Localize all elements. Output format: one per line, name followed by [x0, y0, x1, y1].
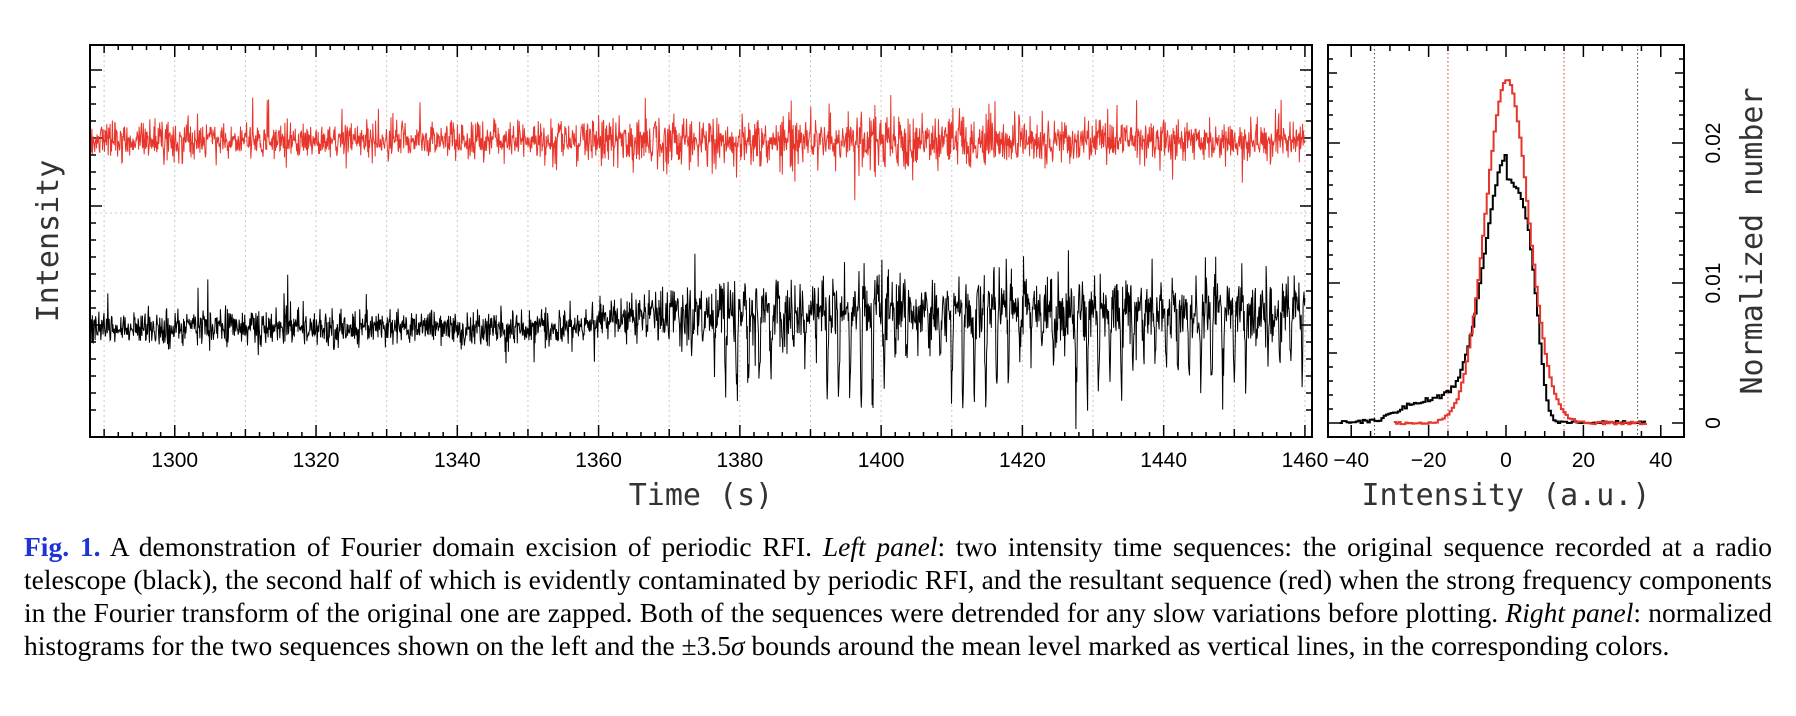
y-tick-label: 0.02: [1702, 123, 1725, 164]
right-y-tick-labels: 0 0.01 0.02: [1702, 123, 1725, 429]
x-tick-label: −40: [1333, 449, 1369, 472]
sigma-symbol: σ: [731, 630, 745, 661]
x-tick-label: 1380: [716, 449, 763, 472]
caption-text-4: bounds around the mean level marked as v…: [744, 630, 1670, 661]
left-y-axis-label: Intensity: [31, 160, 66, 323]
figure-caption: Fig. 1. A demonstration of Fourier domai…: [24, 530, 1772, 662]
right-panel: −40 −20 0 20 40 0 0.01 0.02 Intensity (a.u.) N…: [1327, 44, 1770, 513]
x-tick-label: 1420: [999, 449, 1046, 472]
x-tick-label: 0: [1500, 449, 1512, 472]
x-tick-label: 40: [1649, 449, 1672, 472]
left-x-tick-labels: 1300 1320 1340 1360 1380 1400 1420 1440 1460: [151, 449, 1328, 472]
x-tick-label: 1360: [575, 449, 622, 472]
x-tick-label: 1300: [151, 449, 198, 472]
black-histogram: [1339, 154, 1647, 424]
right-y-axis-label: Normalized number: [1735, 87, 1770, 394]
bound-lines: [1373, 45, 1639, 437]
left-ticks: [90, 45, 1312, 437]
right-plot-frame: [1327, 44, 1685, 438]
right-x-axis-label: Intensity (a.u.): [1362, 478, 1651, 513]
y-tick-label: 0.01: [1702, 263, 1725, 304]
right-ticks: [1328, 45, 1684, 437]
x-tick-label: 1340: [434, 449, 481, 472]
caption-text-1: A demonstration of Fourier domain excisi…: [100, 531, 823, 562]
right-x-tick-labels: −40 −20 0 20 40: [1333, 449, 1672, 472]
caption-text-2: : two intensity time sequences: the orig…: [24, 531, 1772, 628]
x-tick-label: 1400: [858, 449, 905, 472]
red-histogram: [1393, 79, 1647, 426]
x-tick-label: 1320: [293, 449, 340, 472]
y-tick-label: 0: [1702, 417, 1725, 429]
red-trace: [89, 94, 1306, 201]
figure: 1300 1320 1340 1360 1380 1400 1420 1440 1460 Tim…: [31, 44, 1770, 513]
figure-label: Fig. 1.: [24, 531, 101, 562]
black-trace: [89, 250, 1306, 430]
left-panel-label: Left panel: [822, 531, 938, 562]
left-x-axis-label: Time (s): [629, 478, 774, 513]
x-tick-label: 1460: [1282, 449, 1329, 472]
x-tick-label: −20: [1411, 449, 1447, 472]
x-tick-label: 20: [1572, 449, 1595, 472]
caption-text-3: : normalized histograms for the two sequ…: [24, 597, 1772, 661]
left-gridlines: [90, 45, 1312, 437]
right-panel-label: Right panel: [1505, 597, 1634, 628]
left-panel: 1300 1320 1340 1360 1380 1400 1420 1440 1460 Tim…: [31, 44, 1328, 513]
left-plot-frame: [89, 44, 1313, 438]
x-tick-label: 1440: [1140, 449, 1187, 472]
